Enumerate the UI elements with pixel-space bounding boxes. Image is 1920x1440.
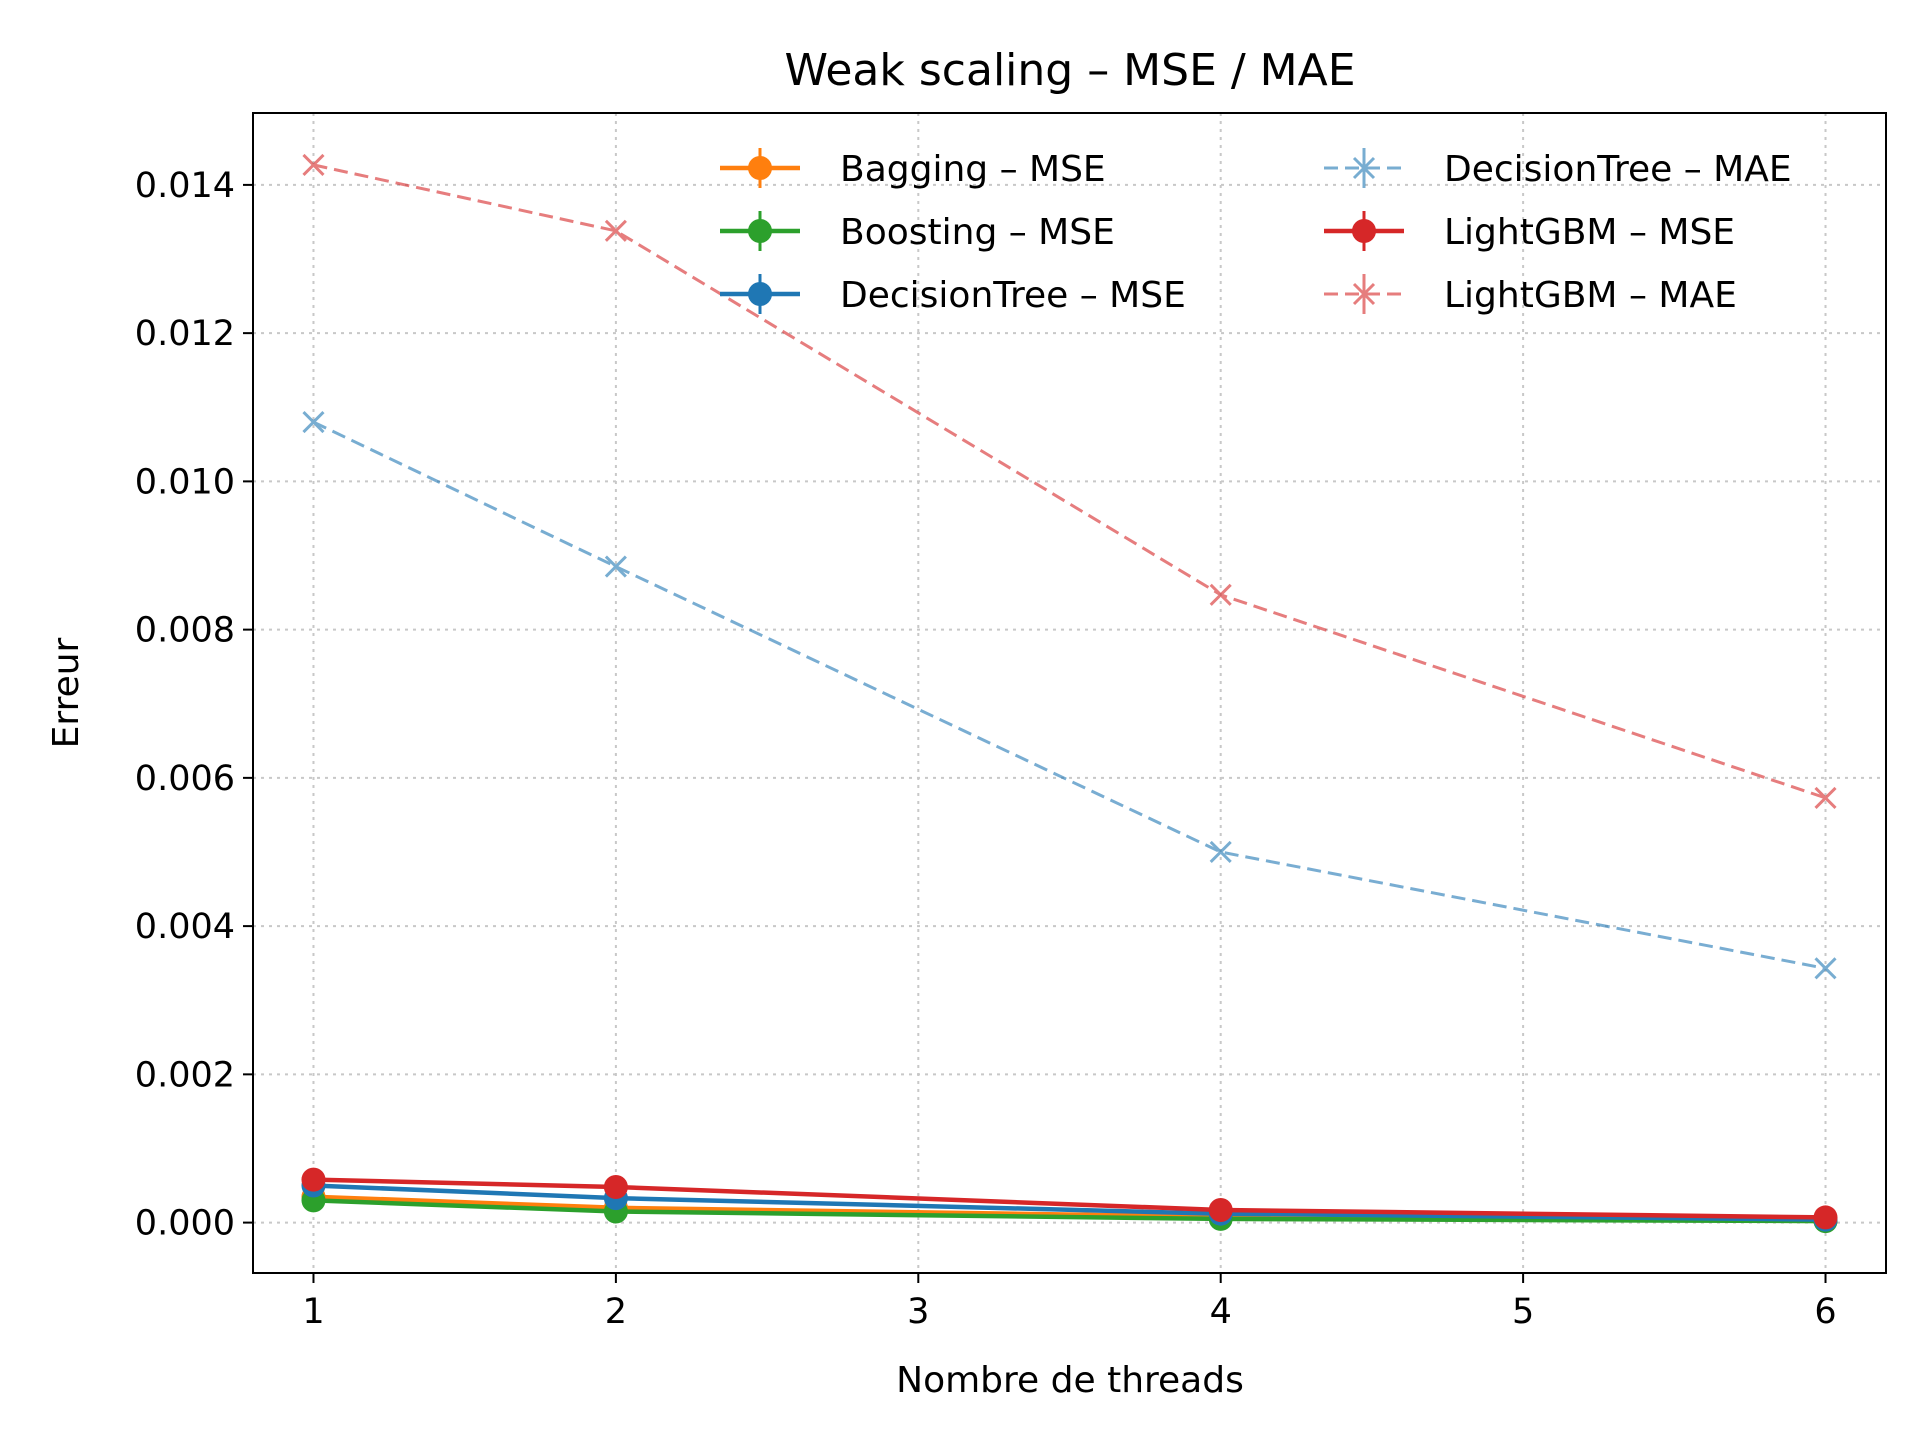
- legend-marker: [1352, 282, 1376, 306]
- legend-label: LightGBM – MSE: [1444, 212, 1735, 253]
- series-line: [313, 1177, 1826, 1220]
- legend-label: Bagging – MSE: [840, 149, 1106, 190]
- series-line: [313, 1183, 1826, 1222]
- legend-marker: [1352, 156, 1376, 180]
- data-point: [1813, 1205, 1838, 1230]
- x-tick-label: 2: [605, 1292, 627, 1332]
- plot-frame: [252, 112, 1887, 1274]
- series-line: [313, 163, 1826, 800]
- x-tick-label: 6: [1814, 1292, 1836, 1332]
- legend-swatch: [720, 211, 800, 251]
- legend-marker: [748, 282, 772, 306]
- legend-entry: Bagging – MSE: [720, 148, 1106, 190]
- data-point: [1814, 786, 1837, 809]
- data-point: [604, 555, 627, 578]
- y-tick-label: 0.008: [135, 611, 235, 651]
- data-point: [603, 1175, 628, 1200]
- legend-swatch: [1324, 274, 1404, 314]
- legend-label: DecisionTree – MSE: [840, 275, 1186, 316]
- legend-entry: DecisionTree – MAE: [1324, 148, 1792, 190]
- data-point: [1208, 1197, 1233, 1222]
- legend: Bagging – MSE Boosting – MSE DecisionTree …: [720, 148, 1792, 316]
- y-tick-label: 0.004: [135, 907, 235, 947]
- legend-swatch: [1324, 211, 1404, 251]
- y-tick-label: 0.014: [135, 166, 235, 206]
- series-line: [312, 420, 1826, 970]
- series-decisiontree-mae: [302, 411, 1837, 980]
- legend-marker: [748, 219, 772, 243]
- legend-entry: DecisionTree – MSE: [720, 274, 1186, 316]
- data-point: [1209, 840, 1232, 864]
- x-tick-label: 5: [1512, 1292, 1534, 1332]
- legend-entry: LightGBM – MAE: [1324, 274, 1737, 316]
- grid: [253, 113, 1886, 1273]
- data-point: [302, 153, 325, 176]
- data-point: [301, 1167, 326, 1192]
- series-lightgbm-mse: [301, 1167, 1838, 1230]
- series-line: [313, 1198, 1826, 1224]
- data-point: [302, 411, 325, 434]
- x-tick-label: 1: [302, 1292, 324, 1332]
- y-tick-label: 0.012: [135, 314, 235, 354]
- legend-label: LightGBM – MAE: [1444, 275, 1737, 316]
- y-axis: 0.000 0.002 0.004 0.006 0.008 0.010 0.012 0.014: [135, 166, 253, 1244]
- legend-marker: [748, 156, 772, 180]
- chart-title: Weak scaling – MSE / MAE: [784, 45, 1355, 96]
- legend-marker: [1352, 219, 1376, 243]
- x-axis-label: Nombre de threads: [896, 1360, 1244, 1401]
- x-tick-label: 4: [1210, 1292, 1232, 1332]
- y-tick-label: 0.006: [135, 759, 235, 799]
- y-tick-label: 0.002: [135, 1055, 235, 1095]
- series-lightgbm-mae: [302, 153, 1837, 809]
- y-tick-label: 0.010: [135, 462, 235, 502]
- legend-swatch: [720, 274, 800, 314]
- data-point: [1814, 957, 1837, 980]
- x-axis: 1 2 3 4 5 6: [302, 1273, 1837, 1332]
- data-point: [1209, 583, 1232, 606]
- legend-label: DecisionTree – MAE: [1444, 149, 1792, 190]
- y-axis-label: Erreur: [46, 637, 87, 748]
- legend-entry: Boosting – MSE: [720, 211, 1115, 253]
- data-point: [604, 219, 627, 242]
- legend-entry: LightGBM – MSE: [1324, 211, 1735, 253]
- legend-swatch: [1324, 148, 1404, 188]
- legend-label: Boosting – MSE: [840, 212, 1115, 253]
- x-tick-label: 3: [907, 1292, 929, 1332]
- legend-swatch: [720, 148, 800, 188]
- y-tick-label: 0.000: [135, 1204, 235, 1244]
- plot-series: [301, 153, 1838, 1234]
